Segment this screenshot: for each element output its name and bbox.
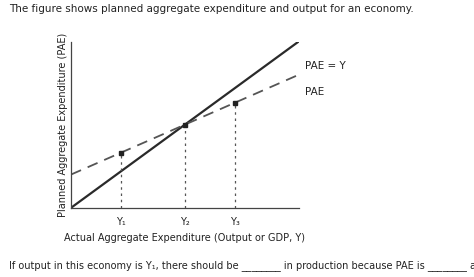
Text: PAE = Y: PAE = Y: [305, 61, 346, 71]
Text: Y₃: Y₃: [230, 217, 240, 227]
Y-axis label: Planned Aggregate Expenditure (PAE): Planned Aggregate Expenditure (PAE): [58, 32, 68, 217]
X-axis label: Actual Aggregate Expenditure (Output or GDP, Y): Actual Aggregate Expenditure (Output or …: [64, 233, 305, 243]
Text: The figure shows planned aggregate expenditure and output for an economy.: The figure shows planned aggregate expen…: [9, 4, 414, 14]
Text: PAE: PAE: [305, 87, 325, 97]
Text: Y₁: Y₁: [116, 217, 126, 227]
Text: Y₂: Y₂: [180, 217, 190, 227]
Text: If output in this economy is Y₁, there should be ________ in production because : If output in this economy is Y₁, there s…: [9, 261, 474, 271]
